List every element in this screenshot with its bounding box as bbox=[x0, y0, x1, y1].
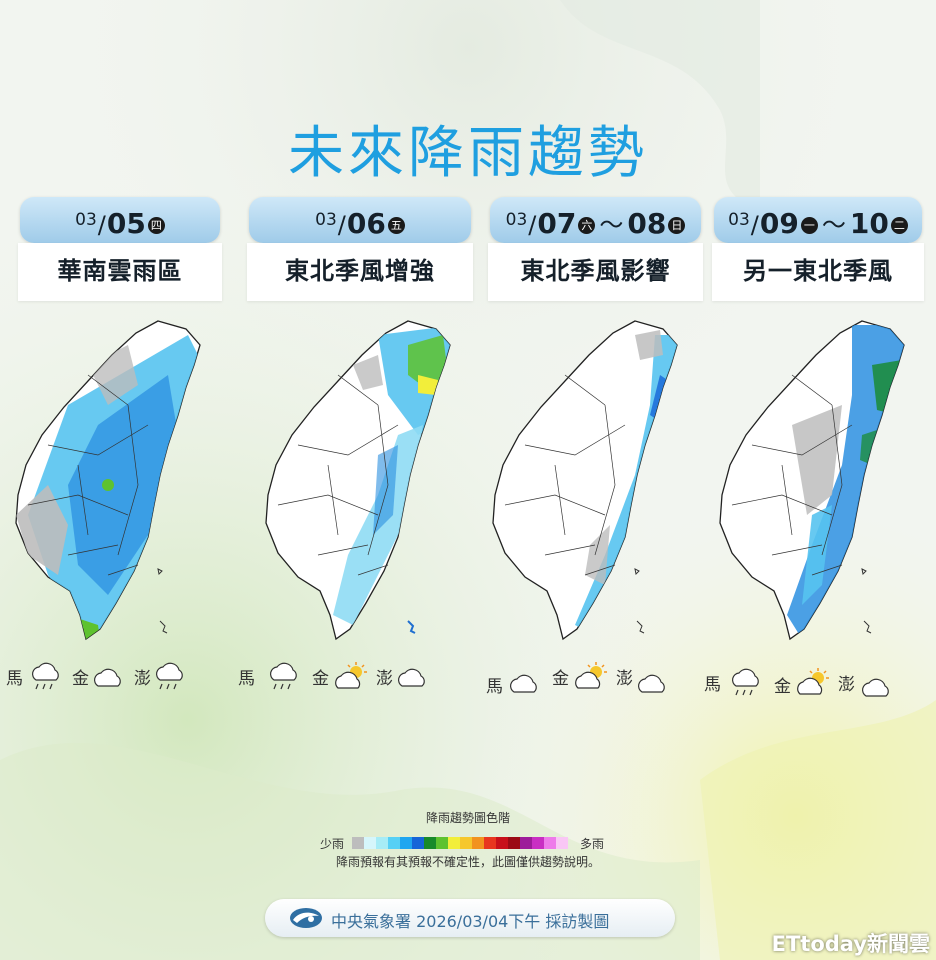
date-slash: / bbox=[750, 211, 759, 239]
island-weather-row-1: 馬 金 澎 bbox=[6, 660, 206, 700]
legend-swatch bbox=[376, 837, 388, 849]
weekday-badge-end: 二 bbox=[890, 217, 908, 234]
forecast-card-4: 03/09 一～ 10 二 另一東北季風 bbox=[712, 197, 924, 304]
taiwan-rain-map-4 bbox=[719, 320, 905, 641]
island-weather-row-2: 馬 金 澎 bbox=[238, 660, 438, 700]
date-pill: 03/07 六～ 08 日 bbox=[490, 197, 701, 243]
legend-swatch bbox=[448, 837, 460, 849]
legend-swatch bbox=[484, 837, 496, 849]
matsu-label: 馬 bbox=[6, 669, 23, 689]
date-slash: / bbox=[528, 211, 537, 239]
legend-swatch bbox=[364, 837, 376, 849]
card-label: 東北季風影響 bbox=[488, 243, 703, 301]
taiwan-rain-map-1 bbox=[15, 320, 201, 641]
day: 06 bbox=[346, 207, 386, 240]
date-pill: 03/05 四 bbox=[20, 197, 220, 243]
weekday-badge: 六 bbox=[578, 217, 596, 234]
legend-swatch bbox=[388, 837, 400, 849]
card-label: 東北季風增強 bbox=[247, 243, 473, 301]
cloud-icon bbox=[509, 674, 537, 693]
legend-high-label: 多雨 bbox=[580, 837, 605, 851]
cloud-icon bbox=[637, 674, 665, 693]
sun-cloud-icon bbox=[575, 662, 607, 689]
forecast-card-2: 03/06 五 東北季風增強 bbox=[247, 197, 473, 304]
legend-swatch bbox=[496, 837, 508, 849]
rain-cloud-icon bbox=[731, 668, 759, 696]
legend-swatch bbox=[436, 837, 448, 849]
month: 03 bbox=[75, 210, 97, 230]
legend-swatch bbox=[472, 837, 484, 849]
island-weather-row-3: 馬 金 澎 bbox=[486, 660, 686, 700]
rain-cloud-icon bbox=[155, 662, 183, 690]
legend-swatch bbox=[400, 837, 412, 849]
matsu-label: 馬 bbox=[238, 669, 255, 689]
kinmen-label: 金 bbox=[552, 669, 569, 689]
kinmen-label: 金 bbox=[774, 677, 791, 697]
weekday-badge: 四 bbox=[147, 217, 165, 234]
penghu-label: 澎 bbox=[134, 669, 151, 689]
weekday-badge: 五 bbox=[387, 217, 405, 234]
island-weather-row-4: 馬 金 澎 bbox=[704, 660, 904, 700]
date-slash: / bbox=[337, 211, 346, 239]
legend-swatch bbox=[412, 837, 424, 849]
month: 03 bbox=[315, 210, 337, 230]
kinmen-label: 金 bbox=[312, 669, 329, 689]
legend-swatch bbox=[532, 837, 544, 849]
legend-swatch bbox=[556, 837, 568, 849]
footer-credit: 中央氣象署 2026/03/04下午 採訪製圖 bbox=[265, 899, 675, 937]
weekday-badge: 一 bbox=[800, 217, 818, 234]
penghu-label: 澎 bbox=[616, 669, 633, 689]
legend-swatch bbox=[352, 837, 364, 849]
card-label: 另一東北季風 bbox=[712, 243, 924, 301]
cloud-icon bbox=[93, 668, 121, 687]
rain-cloud-icon bbox=[31, 662, 59, 690]
card-label: 華南雲雨區 bbox=[18, 243, 222, 301]
cloud-icon bbox=[397, 668, 425, 687]
taiwan-rain-map-3 bbox=[492, 320, 678, 641]
sun-cloud-icon bbox=[797, 668, 829, 695]
legend-swatch bbox=[520, 837, 532, 849]
legend-row: 少雨 多雨 bbox=[0, 832, 936, 852]
legend-color-scale bbox=[352, 837, 568, 849]
legend-note: 降雨預報有其預報不確定性，此圖僅供趨勢說明。 bbox=[335, 855, 600, 869]
day: 09 bbox=[759, 207, 799, 240]
forecast-card-1: 03/05 四 華南雲雨區 bbox=[18, 197, 222, 304]
weekday-badge-end: 日 bbox=[668, 217, 686, 234]
penghu-label: 澎 bbox=[838, 675, 855, 695]
cwa-logo-icon bbox=[290, 908, 322, 928]
page-title: 未來降雨趨勢 bbox=[288, 121, 648, 186]
kinmen-label: 金 bbox=[72, 669, 89, 689]
legend-low-label: 少雨 bbox=[320, 837, 345, 851]
range-tilde: ～ bbox=[821, 211, 846, 239]
footer-text: 中央氣象署 2026/03/04下午 採訪製圖 bbox=[331, 912, 610, 931]
day-end: 10 bbox=[849, 207, 889, 240]
date-pill: 03/06 五 bbox=[249, 197, 471, 243]
forecast-card-3: 03/07 六～ 08 日 東北季風影響 bbox=[488, 197, 703, 304]
date-slash: / bbox=[97, 211, 106, 239]
ettoday-watermark: ETtoday新聞雲 bbox=[771, 932, 930, 956]
month: 03 bbox=[505, 210, 528, 230]
cloud-icon bbox=[861, 678, 889, 697]
legend-swatch bbox=[508, 837, 520, 849]
penghu-label: 澎 bbox=[376, 669, 393, 689]
day: 05 bbox=[106, 207, 146, 240]
date-pill: 03/09 一～ 10 二 bbox=[714, 197, 922, 243]
day: 07 bbox=[537, 207, 577, 240]
matsu-label: 馬 bbox=[486, 677, 503, 697]
month: 03 bbox=[728, 210, 750, 230]
rain-cloud-icon bbox=[269, 662, 297, 690]
legend-title: 降雨趨勢圖色階 bbox=[425, 811, 510, 825]
legend-swatch bbox=[460, 837, 472, 849]
range-tilde: ～ bbox=[599, 211, 624, 239]
matsu-label: 馬 bbox=[704, 675, 721, 695]
legend-swatch bbox=[424, 837, 436, 849]
legend-swatch bbox=[544, 837, 556, 849]
sun-cloud-icon bbox=[335, 662, 367, 689]
day-end: 08 bbox=[627, 207, 667, 240]
taiwan-rain-map-2 bbox=[265, 320, 451, 641]
